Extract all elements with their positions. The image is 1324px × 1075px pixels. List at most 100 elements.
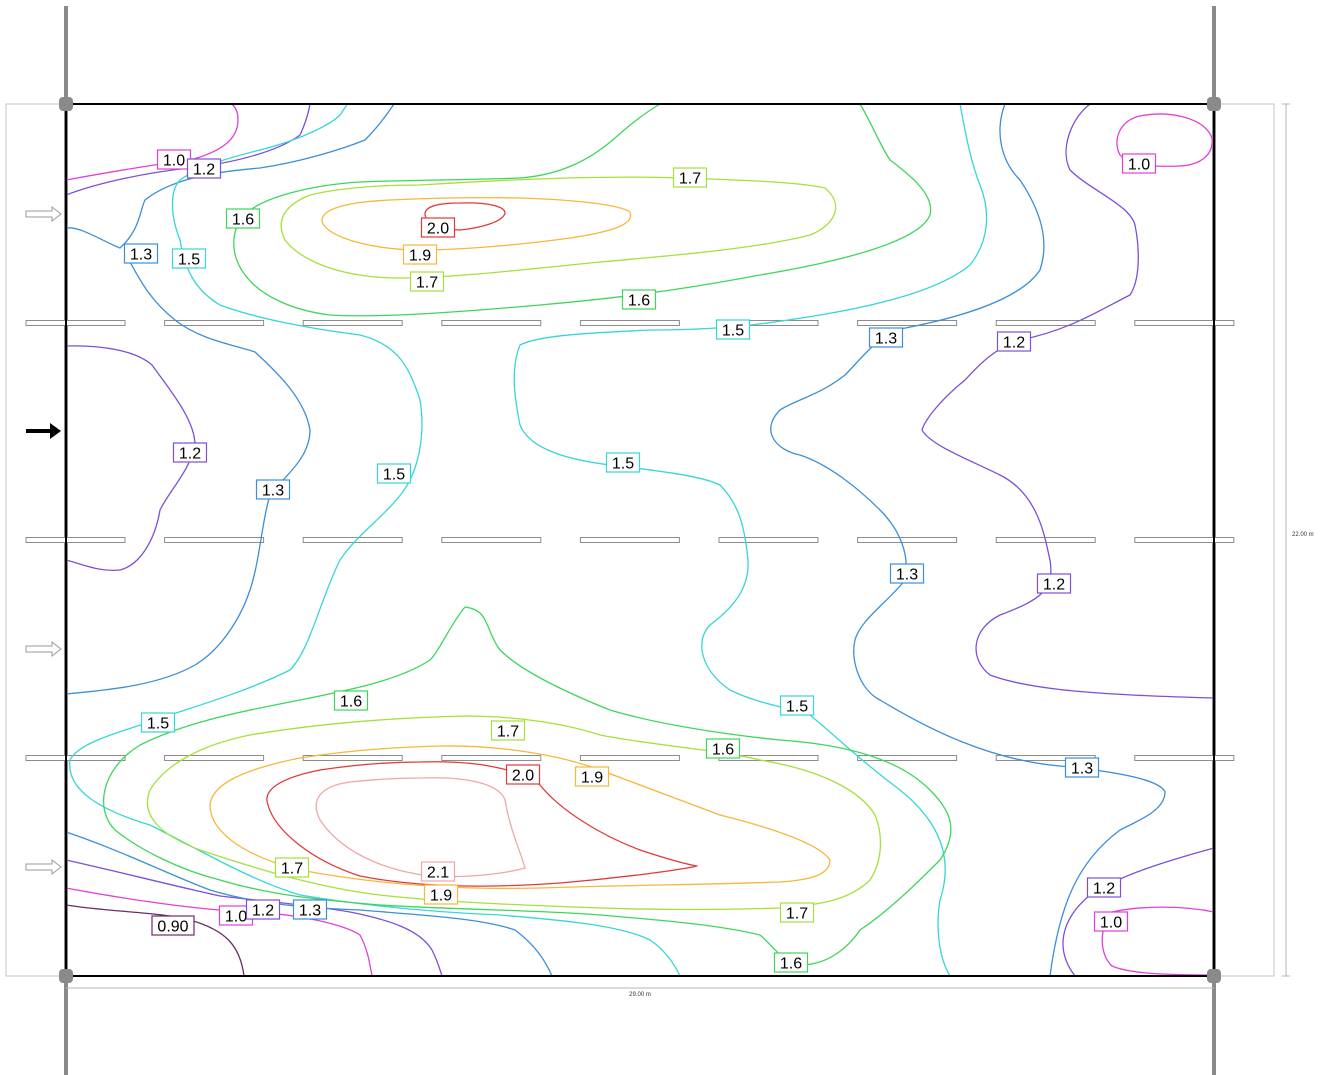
contour-2-0-bottom — [266, 761, 698, 887]
contour-label-text: 1.5 — [147, 716, 169, 733]
luminaire-bar — [579, 320, 680, 326]
contour-label-text: 1.2 — [1093, 881, 1115, 898]
contour-label: 1.5 — [376, 463, 412, 484]
luminaire-bar — [441, 320, 542, 326]
contour-label-text: 1.5 — [722, 323, 744, 340]
contour-label-text: 1.3 — [130, 247, 152, 264]
contour-label-box — [333, 690, 369, 711]
contour-1-0-top-left — [65, 103, 239, 181]
contour-label-text: 1.2 — [1043, 577, 1065, 594]
luminaire-bar — [164, 755, 265, 761]
contour-label-box — [402, 244, 438, 265]
pole-head — [59, 969, 73, 983]
luminaire-bar — [1134, 755, 1235, 761]
contour-label-box — [868, 327, 904, 348]
width-dimension-label: 29.00 m — [629, 992, 651, 998]
contour-label-box — [245, 899, 281, 920]
contour-1-6-top — [233, 103, 932, 317]
contour-label: 1.7 — [274, 857, 310, 878]
contour-label-box — [1064, 757, 1100, 778]
contour-1-7-bottom — [146, 715, 882, 911]
contour-label: 1.7 — [672, 167, 708, 188]
contour-label-text: 1.2 — [252, 903, 274, 920]
contour-label: 1.6 — [621, 289, 657, 310]
contour-label-box — [171, 248, 207, 269]
contour-label-box — [255, 479, 291, 500]
contour-label-text: 1.5 — [786, 699, 808, 716]
contour-2-1 — [315, 777, 526, 878]
contour-1-2-right — [921, 103, 1215, 699]
contour-label-text: 1.3 — [262, 483, 284, 500]
contour-label-text: 1.9 — [430, 888, 452, 905]
contour-label: 1.7 — [409, 271, 445, 292]
contour-label: 1.0 — [1121, 153, 1157, 174]
contour-label-text: 1.6 — [712, 742, 734, 759]
contour-1-2-top-left — [65, 103, 311, 196]
contour-label-box — [420, 217, 456, 238]
contour-label-text: 1.5 — [178, 252, 200, 269]
contour-label-box — [705, 738, 741, 759]
contour-label: 1.3 — [889, 563, 925, 584]
contour-label-box — [672, 167, 708, 188]
contour-label-box — [186, 158, 222, 179]
contour-label-text: 1.0 — [225, 909, 247, 926]
contour-label: 2.0 — [505, 764, 541, 785]
contour-label-text: 1.6 — [340, 694, 362, 711]
pole-heads — [59, 97, 1221, 983]
luminaire-rows — [25, 320, 1235, 761]
contour-label-box — [889, 563, 925, 584]
contour-label-box — [423, 884, 459, 905]
contour-label-text: 1.2 — [1003, 335, 1025, 352]
contour-label-text: 1.9 — [581, 770, 603, 787]
contour-label-text: 1.0 — [163, 153, 185, 170]
contour-labels: 1.0 1.2 1.7 1.0 1.6 2.0 1.3 1.5 1.9 1.7 1.6 1.5 1.3 1… — [123, 149, 1157, 973]
contour-label: 1.2 — [172, 442, 208, 463]
luminaire-bar — [995, 320, 1096, 326]
luminaire-row — [25, 320, 1235, 326]
luminaire-bar — [164, 320, 265, 326]
contour-label-text: 1.7 — [497, 724, 519, 741]
contour-label-box — [140, 712, 176, 733]
contour-label: 1.2 — [996, 331, 1032, 352]
contour-label-box — [574, 766, 610, 787]
luminaire-bar — [302, 755, 403, 761]
contour-label-text: 1.0 — [1128, 157, 1150, 174]
luminaire-bar — [441, 755, 542, 761]
contour-label-box — [605, 452, 641, 473]
direction-arrows — [25, 205, 62, 876]
contour-label: 1.7 — [779, 902, 815, 923]
contour-label-box — [292, 899, 328, 920]
luminaire-row — [25, 537, 1235, 543]
contour-label: 1.3 — [1064, 757, 1100, 778]
luminaire-row — [25, 755, 1235, 761]
contour-label: 1.6 — [773, 952, 809, 973]
contour-label: 1.5 — [140, 712, 176, 733]
contour-label-box — [779, 902, 815, 923]
contour-1-3-left — [65, 261, 311, 695]
contour-label-text: 1.3 — [896, 567, 918, 584]
contour-label-text: 1.3 — [1071, 761, 1093, 778]
contour-label-box — [1036, 573, 1072, 594]
pole-head — [1207, 969, 1221, 983]
contour-label-text: 1.6 — [780, 956, 802, 973]
contour-label-box — [409, 271, 445, 292]
contour-label: 1.2 — [245, 899, 281, 920]
contour-label-text: 1.5 — [612, 456, 634, 473]
contour-label-box — [715, 319, 751, 340]
contour-label-text: 1.2 — [179, 446, 201, 463]
contour-label: 2.1 — [420, 861, 456, 882]
contour-1-2-bottom-right — [1062, 847, 1215, 977]
luminaire-bar — [579, 755, 680, 761]
contour-label-box — [420, 861, 456, 882]
contour-label-box — [621, 289, 657, 310]
contour-label: 1.3 — [255, 479, 291, 500]
contour-label-text: 1.5 — [383, 467, 405, 484]
luminaire-bar — [25, 320, 126, 326]
contour-2-0-top — [424, 202, 506, 231]
contour-label-text: 1.7 — [786, 906, 808, 923]
contour-label-box — [1121, 153, 1157, 174]
luminaire-bar — [25, 537, 126, 543]
contour-1-6-bottom — [102, 606, 952, 966]
contour-label: 1.5 — [605, 452, 641, 473]
